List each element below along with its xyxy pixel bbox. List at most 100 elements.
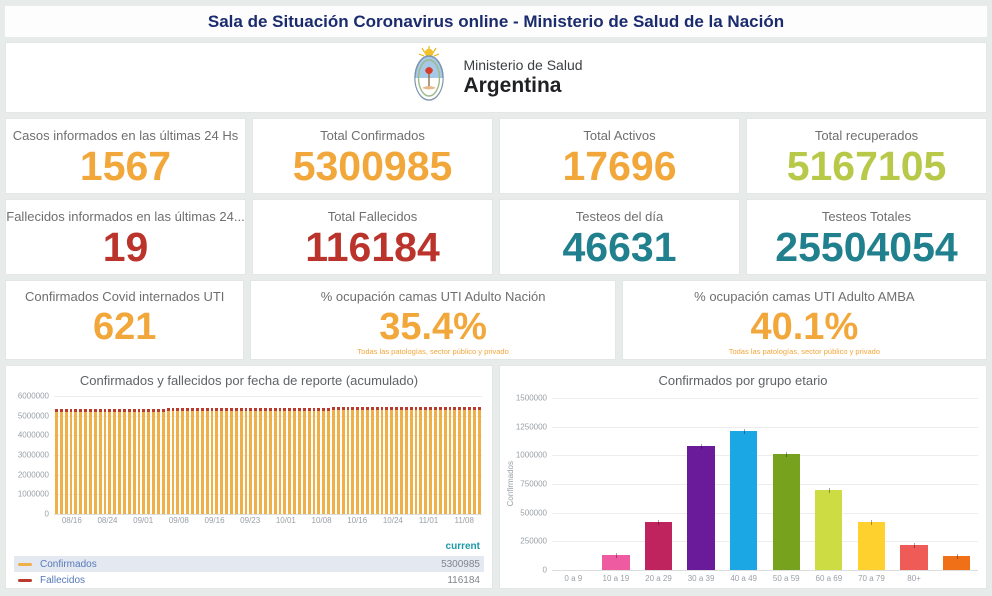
timeline-bar[interactable]: [195, 408, 199, 514]
timeline-bar[interactable]: [380, 407, 384, 514]
timeline-bar[interactable]: [336, 407, 340, 514]
timeline-bar[interactable]: [210, 408, 214, 514]
timeline-bar[interactable]: [220, 408, 224, 514]
timeline-bar[interactable]: [132, 408, 136, 514]
timeline-bar[interactable]: [283, 407, 287, 514]
timeline-bar[interactable]: [472, 406, 476, 514]
timeline-bar[interactable]: [118, 408, 122, 514]
timeline-bar[interactable]: [161, 408, 165, 514]
timeline-bar[interactable]: [157, 408, 160, 514]
legend-row-fallecidos[interactable]: Fallecidos 116184: [14, 572, 484, 588]
timeline-bar[interactable]: [239, 408, 243, 514]
timeline-bar[interactable]: [434, 406, 437, 514]
timeline-bar[interactable]: [98, 408, 102, 514]
timeline-bar[interactable]: [317, 407, 321, 514]
timeline-bar[interactable]: [424, 407, 428, 514]
timeline-bar[interactable]: [171, 408, 175, 514]
timeline-bar[interactable]: [346, 407, 350, 514]
timeline-bar[interactable]: [147, 408, 151, 514]
timeline-bar[interactable]: [307, 407, 311, 514]
timeline-bar[interactable]: [385, 407, 389, 514]
legend-row-confirmados[interactable]: Confirmados 5300985: [14, 556, 484, 572]
timeline-bar[interactable]: [327, 407, 330, 514]
timeline-bar[interactable]: [468, 406, 471, 514]
timeline-bar[interactable]: [302, 407, 306, 514]
timeline-bar[interactable]: [463, 406, 467, 514]
timeline-bar[interactable]: [166, 408, 170, 514]
timeline-bar[interactable]: [225, 408, 228, 514]
timeline-bar[interactable]: [244, 407, 248, 514]
timeline-bar[interactable]: [263, 407, 267, 514]
timeline-bar[interactable]: [395, 407, 399, 514]
timeline-bar[interactable]: [366, 407, 369, 514]
timeline-bar[interactable]: [84, 408, 88, 514]
timeline-bar[interactable]: [89, 408, 92, 514]
timeline-bar[interactable]: [254, 407, 258, 514]
timeline-bar[interactable]: [152, 408, 156, 514]
timeline-bar[interactable]: [273, 407, 277, 514]
timeline-bar[interactable]: [429, 406, 433, 514]
timeline-bar[interactable]: [356, 407, 360, 514]
fallecidos-segment: [385, 407, 389, 411]
timeline-bar[interactable]: [186, 408, 190, 514]
age-bar-50a59[interactable]: [815, 488, 843, 570]
timeline-bar[interactable]: [453, 406, 457, 514]
timeline-bar[interactable]: [458, 406, 462, 514]
timeline-bar[interactable]: [361, 407, 364, 514]
timeline-bar[interactable]: [419, 407, 423, 514]
timeline-bar[interactable]: [278, 407, 282, 514]
age-bar-40a49[interactable]: [772, 452, 800, 570]
timeline-bar[interactable]: [59, 409, 63, 514]
timeline-bar[interactable]: [375, 407, 379, 514]
timeline-bar[interactable]: [93, 408, 97, 514]
timeline-bar[interactable]: [288, 407, 292, 514]
timeline-bar[interactable]: [443, 406, 447, 514]
timeline-bar[interactable]: [200, 408, 204, 514]
age-bar-60a69[interactable]: [857, 519, 886, 570]
timeline-bar[interactable]: [400, 407, 403, 514]
timeline-bar[interactable]: [123, 408, 126, 514]
timeline-bar[interactable]: [409, 407, 413, 514]
timeline-bar[interactable]: [127, 408, 131, 514]
timeline-bar[interactable]: [137, 408, 141, 514]
timeline-bar[interactable]: [142, 408, 146, 514]
timeline-bar[interactable]: [370, 407, 374, 514]
timeline-bar[interactable]: [438, 406, 442, 514]
age-bar-20a29[interactable]: [687, 444, 715, 570]
timeline-bar[interactable]: [293, 407, 296, 514]
timeline-bar[interactable]: [79, 409, 83, 514]
timeline-bar[interactable]: [191, 408, 194, 514]
timeline-bar[interactable]: [205, 408, 209, 514]
timeline-bar[interactable]: [448, 406, 452, 514]
timeline-bar[interactable]: [229, 408, 233, 514]
timeline-bar[interactable]: [181, 408, 185, 514]
timeline-bar[interactable]: [103, 408, 107, 514]
timeline-bar[interactable]: [312, 407, 316, 514]
timeline-bar[interactable]: [331, 407, 335, 514]
timeline-bar[interactable]: [259, 407, 262, 514]
timeline-bar[interactable]: [176, 408, 180, 514]
timeline-bar[interactable]: [69, 409, 73, 514]
timeline-bar[interactable]: [64, 409, 68, 514]
age-bar-10a19[interactable]: [644, 520, 673, 570]
timeline-bar[interactable]: [55, 409, 58, 514]
age-bar-70a79[interactable]: [900, 542, 928, 570]
timeline-bar[interactable]: [268, 407, 272, 514]
timeline-bar[interactable]: [215, 408, 219, 514]
timeline-bar[interactable]: [351, 407, 355, 514]
age-bar-0a9[interactable]: [602, 552, 630, 570]
timeline-bar[interactable]: [390, 407, 394, 514]
timeline-bar[interactable]: [414, 407, 418, 514]
timeline-bar[interactable]: [113, 408, 117, 514]
timeline-bar[interactable]: [404, 407, 408, 514]
timeline-bar[interactable]: [477, 406, 481, 514]
timeline-bar[interactable]: [249, 407, 253, 514]
timeline-bar[interactable]: [234, 408, 238, 514]
timeline-bar[interactable]: [341, 407, 345, 514]
age-bar-80+[interactable]: [943, 553, 971, 570]
timeline-bar[interactable]: [74, 409, 78, 514]
timeline-bar[interactable]: [322, 407, 326, 514]
timeline-bar[interactable]: [297, 407, 301, 514]
age-bar-30a39[interactable]: [730, 429, 758, 570]
timeline-bar[interactable]: [108, 408, 112, 514]
